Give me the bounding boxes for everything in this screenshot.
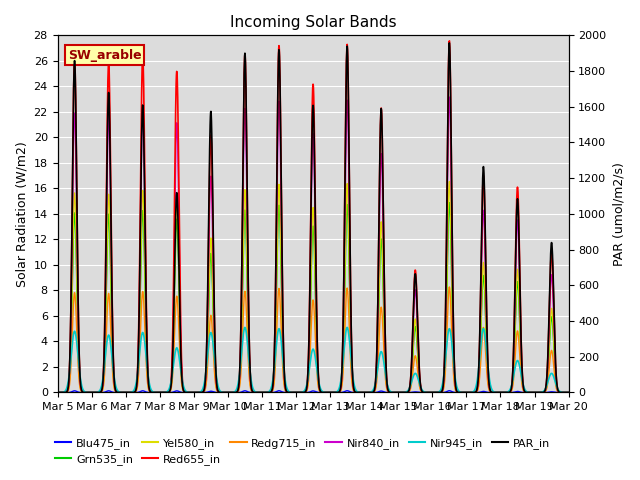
Line: Red655_in: Red655_in: [58, 41, 568, 393]
Line: Blu475_in: Blu475_in: [58, 391, 568, 393]
Blu475_in: [564, 390, 572, 396]
Grn535_in: [302, 388, 310, 394]
Blu475_in: [289, 390, 296, 396]
PAR_in: [550, 309, 558, 314]
Line: Redg715_in: Redg715_in: [58, 287, 568, 393]
Nir945_in: [289, 390, 296, 396]
PAR_in: [564, 390, 572, 396]
Nir840_in: [289, 390, 296, 396]
Text: SW_arable: SW_arable: [68, 48, 141, 61]
Nir840_in: [80, 390, 88, 396]
Red655_in: [564, 390, 572, 396]
Grn535_in: [456, 390, 464, 396]
Redg715_in: [550, 364, 557, 370]
Nir945_in: [456, 389, 464, 395]
Line: Grn535_in: Grn535_in: [58, 203, 568, 393]
Grn535_in: [550, 344, 557, 349]
Red655_in: [80, 389, 88, 395]
Nir840_in: [54, 390, 61, 396]
Redg715_in: [289, 390, 296, 396]
Redg715_in: [302, 389, 310, 395]
Red655_in: [550, 314, 558, 320]
Blu475_in: [550, 389, 558, 395]
Blu475_in: [550, 389, 557, 395]
Nir840_in: [302, 388, 310, 394]
Blu475_in: [302, 390, 310, 396]
Grn535_in: [54, 390, 61, 396]
Redg715_in: [445, 284, 453, 290]
Nir840_in: [445, 94, 453, 100]
Line: Nir840_in: Nir840_in: [58, 97, 568, 393]
Nir840_in: [456, 390, 464, 396]
Yel580_in: [456, 390, 464, 396]
PAR_in: [80, 389, 88, 395]
Redg715_in: [456, 390, 464, 396]
Red655_in: [445, 38, 453, 44]
Red655_in: [302, 387, 310, 393]
Redg715_in: [564, 390, 572, 396]
Redg715_in: [550, 367, 558, 372]
Blu475_in: [445, 388, 453, 394]
Line: Yel580_in: Yel580_in: [58, 181, 568, 393]
Nir945_in: [303, 384, 310, 389]
PAR_in: [550, 298, 557, 304]
Blu475_in: [80, 390, 88, 396]
Grn535_in: [80, 390, 88, 396]
Grn535_in: [445, 200, 453, 205]
PAR_in: [445, 40, 453, 46]
Y-axis label: Solar Radiation (W/m2): Solar Radiation (W/m2): [15, 141, 28, 287]
Yel580_in: [289, 390, 296, 396]
Nir945_in: [550, 374, 557, 380]
Grn535_in: [289, 390, 296, 396]
Legend: Blu475_in, Grn535_in, Yel580_in, Red655_in, Redg715_in, Nir840_in, Nir945_in, PA: Blu475_in, Grn535_in, Yel580_in, Red655_…: [51, 433, 555, 469]
Yel580_in: [302, 388, 310, 394]
Blu475_in: [456, 390, 464, 396]
Grn535_in: [564, 390, 572, 396]
Red655_in: [289, 390, 296, 396]
Nir945_in: [80, 388, 88, 394]
Redg715_in: [54, 390, 61, 396]
Nir945_in: [54, 390, 61, 396]
Nir840_in: [564, 390, 572, 396]
Red655_in: [54, 390, 61, 396]
Blu475_in: [54, 390, 61, 396]
Line: PAR_in: PAR_in: [58, 43, 568, 393]
Yel580_in: [550, 344, 558, 350]
Title: Incoming Solar Bands: Incoming Solar Bands: [230, 15, 396, 30]
Nir840_in: [550, 326, 558, 332]
PAR_in: [289, 390, 296, 396]
Red655_in: [456, 390, 464, 396]
PAR_in: [54, 390, 61, 396]
Yel580_in: [54, 390, 61, 396]
Nir840_in: [550, 318, 557, 324]
Line: Nir945_in: Nir945_in: [58, 327, 568, 393]
Yel580_in: [445, 179, 453, 184]
Nir945_in: [241, 324, 249, 330]
Nir945_in: [550, 375, 558, 381]
Yel580_in: [550, 338, 557, 344]
Y-axis label: PAR (umol/m2/s): PAR (umol/m2/s): [612, 162, 625, 266]
Grn535_in: [550, 349, 558, 355]
Nir945_in: [564, 390, 572, 396]
Red655_in: [550, 304, 557, 310]
PAR_in: [302, 388, 310, 394]
PAR_in: [456, 390, 464, 396]
Yel580_in: [564, 390, 572, 396]
Redg715_in: [80, 390, 88, 396]
Yel580_in: [80, 390, 88, 396]
